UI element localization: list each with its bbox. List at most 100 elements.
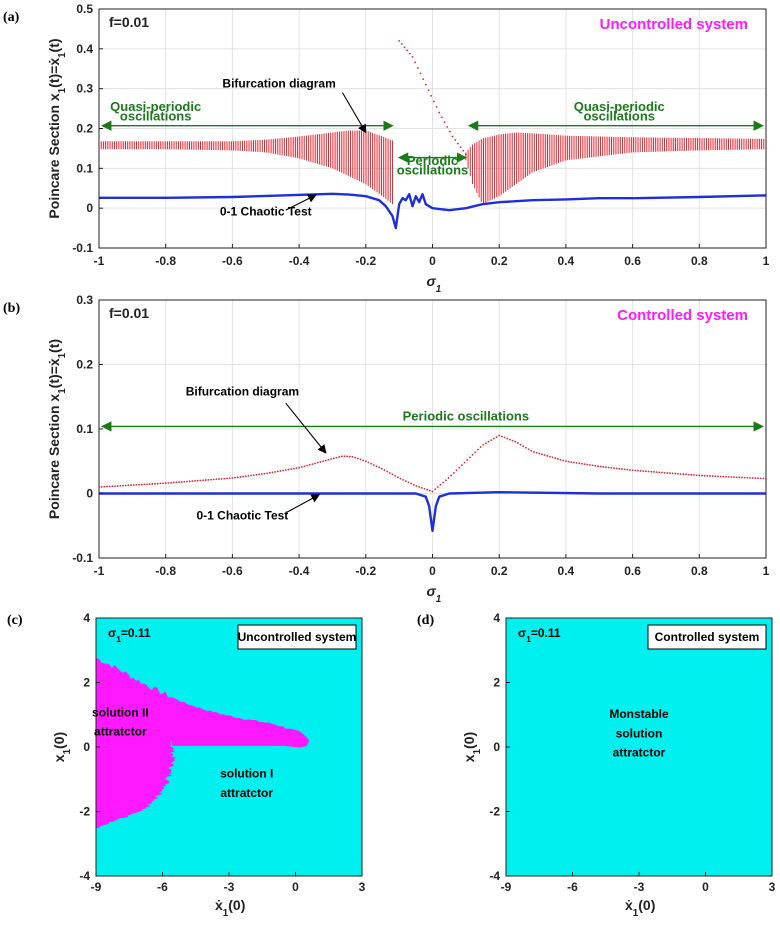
bifurcation-point [351,455,354,458]
chaotic-test-line [99,491,766,533]
bifurcation-point [543,454,546,456]
bifurcation-point [378,466,381,469]
bifurcation-point [446,126,449,128]
bifurcation-point [130,484,132,487]
bifurcation-point [432,100,435,103]
bifurcation-point [242,475,244,478]
bifurcation-point [703,474,706,477]
bifurcation-point [594,464,597,467]
bifurcation-point [621,468,623,470]
bifurcation-point [338,456,341,458]
bifurcation-point [183,480,186,483]
bifurcation-point [666,472,669,474]
bifurcation-point [719,475,722,478]
bifurcation-point [439,483,442,486]
bifurcation-point [103,485,106,488]
annotation: Periodic oscillations [403,409,529,424]
bifurcation-point [274,470,276,473]
bifurcation-point [735,476,738,479]
bifurcation-point [210,478,212,481]
bifurcation-point [255,473,258,476]
y-tick-label: 0.1 [76,422,93,436]
bifurcation-point [444,479,447,482]
bifurcation-point [178,481,180,484]
bifurcation-point [623,468,626,471]
bifurcation-point [244,475,247,478]
y-tick-label: 0.3 [76,82,93,96]
bifurcation-point [634,469,637,472]
x-tick-label: 0.2 [491,564,508,578]
y-tick-label: -4 [79,869,90,883]
bifurcation-point [402,478,405,481]
x-tick-label: -0.6 [222,254,243,268]
x-tick-label: 0.8 [691,564,708,578]
bifurcation-point [423,487,426,490]
bifurcation-point [626,468,629,471]
param-label: σ1=0.11 [518,626,561,644]
bifurcation-point [581,462,583,465]
annotation: Quasi-periodic [574,99,665,114]
bifurcation-point [284,469,287,471]
bifurcation-point [202,479,204,482]
x-tick-label: 3 [359,880,366,894]
bifurcation-point [540,453,543,456]
bifurcation-point [562,459,565,462]
bifurcation-point [516,442,519,444]
annotation: oscillations [120,109,192,124]
bifurcation-point [212,478,215,481]
bifurcation-point [746,476,749,479]
bifurcation-point [674,472,677,475]
bifurcation-point [282,469,284,472]
bifurcation-point [490,439,493,441]
bifurcation-point [722,475,725,478]
bifurcation-point [613,467,615,470]
bifurcation-point [436,486,439,488]
bifurcation-point [398,39,401,42]
x-tick-label: 0 [429,564,436,578]
y-tick-label: 0 [86,487,93,501]
y-tick-label: -4 [489,869,500,883]
bifurcation-point [151,483,154,485]
bifurcation-point [146,483,148,486]
bifurcation-point [228,477,231,480]
y-tick-label: 0.1 [76,161,93,175]
annotation: Bifurcation diagram [222,76,335,90]
bifurcation-point [661,471,663,474]
param-label: σ1=0.11 [108,626,151,644]
bifurcation-point [570,461,573,463]
bifurcation-pointer-arrow [341,92,367,134]
bifurcation-point [204,479,207,481]
bifurcation-point [474,451,477,454]
bifurcation-point [427,89,430,92]
bifurcation-point [658,471,661,474]
grid-a [98,8,767,249]
bifurcation-point [111,485,114,488]
bifurcation-point [388,472,391,474]
bifurcation-point [468,456,471,459]
bifurcation-point [419,72,422,75]
bifurcation-point [410,482,413,485]
bifurcation-point [717,475,719,478]
bifurcation-point [591,464,594,467]
bifurcation-point [602,465,605,468]
bifurcation-point [383,469,386,471]
bifurcation-point [399,477,402,480]
bifurcation-point [440,116,443,119]
bifurcation-point [586,463,589,466]
y-tick-label: -2 [489,805,500,819]
bifurcation-point [754,477,757,480]
chart-b: -1 -0.8 -0.6 -0.4 -0.2 0 0.2 0.4 0.6 0.8 1 -0.1 0 0.1… [3,293,770,605]
bifurcation-point [300,466,303,468]
bifurcation-point [327,458,330,461]
bifurcation-point [677,472,679,475]
bifurcation-point [709,475,711,477]
bifurcation-point [452,471,455,474]
y-tick-label: 0.3 [76,293,93,307]
bifurcation-point [725,475,727,478]
bifurcation-point [359,458,362,461]
bifurcation-point [741,476,743,479]
bifurcation-point [420,486,423,489]
chart-d: -9 -6 -3 0 3 -4 -2 0 2 4 (d) σ1=0.11 Controlled syst… [417,611,776,919]
bifurcation-point [154,482,156,485]
bifurcation-point [330,458,333,460]
